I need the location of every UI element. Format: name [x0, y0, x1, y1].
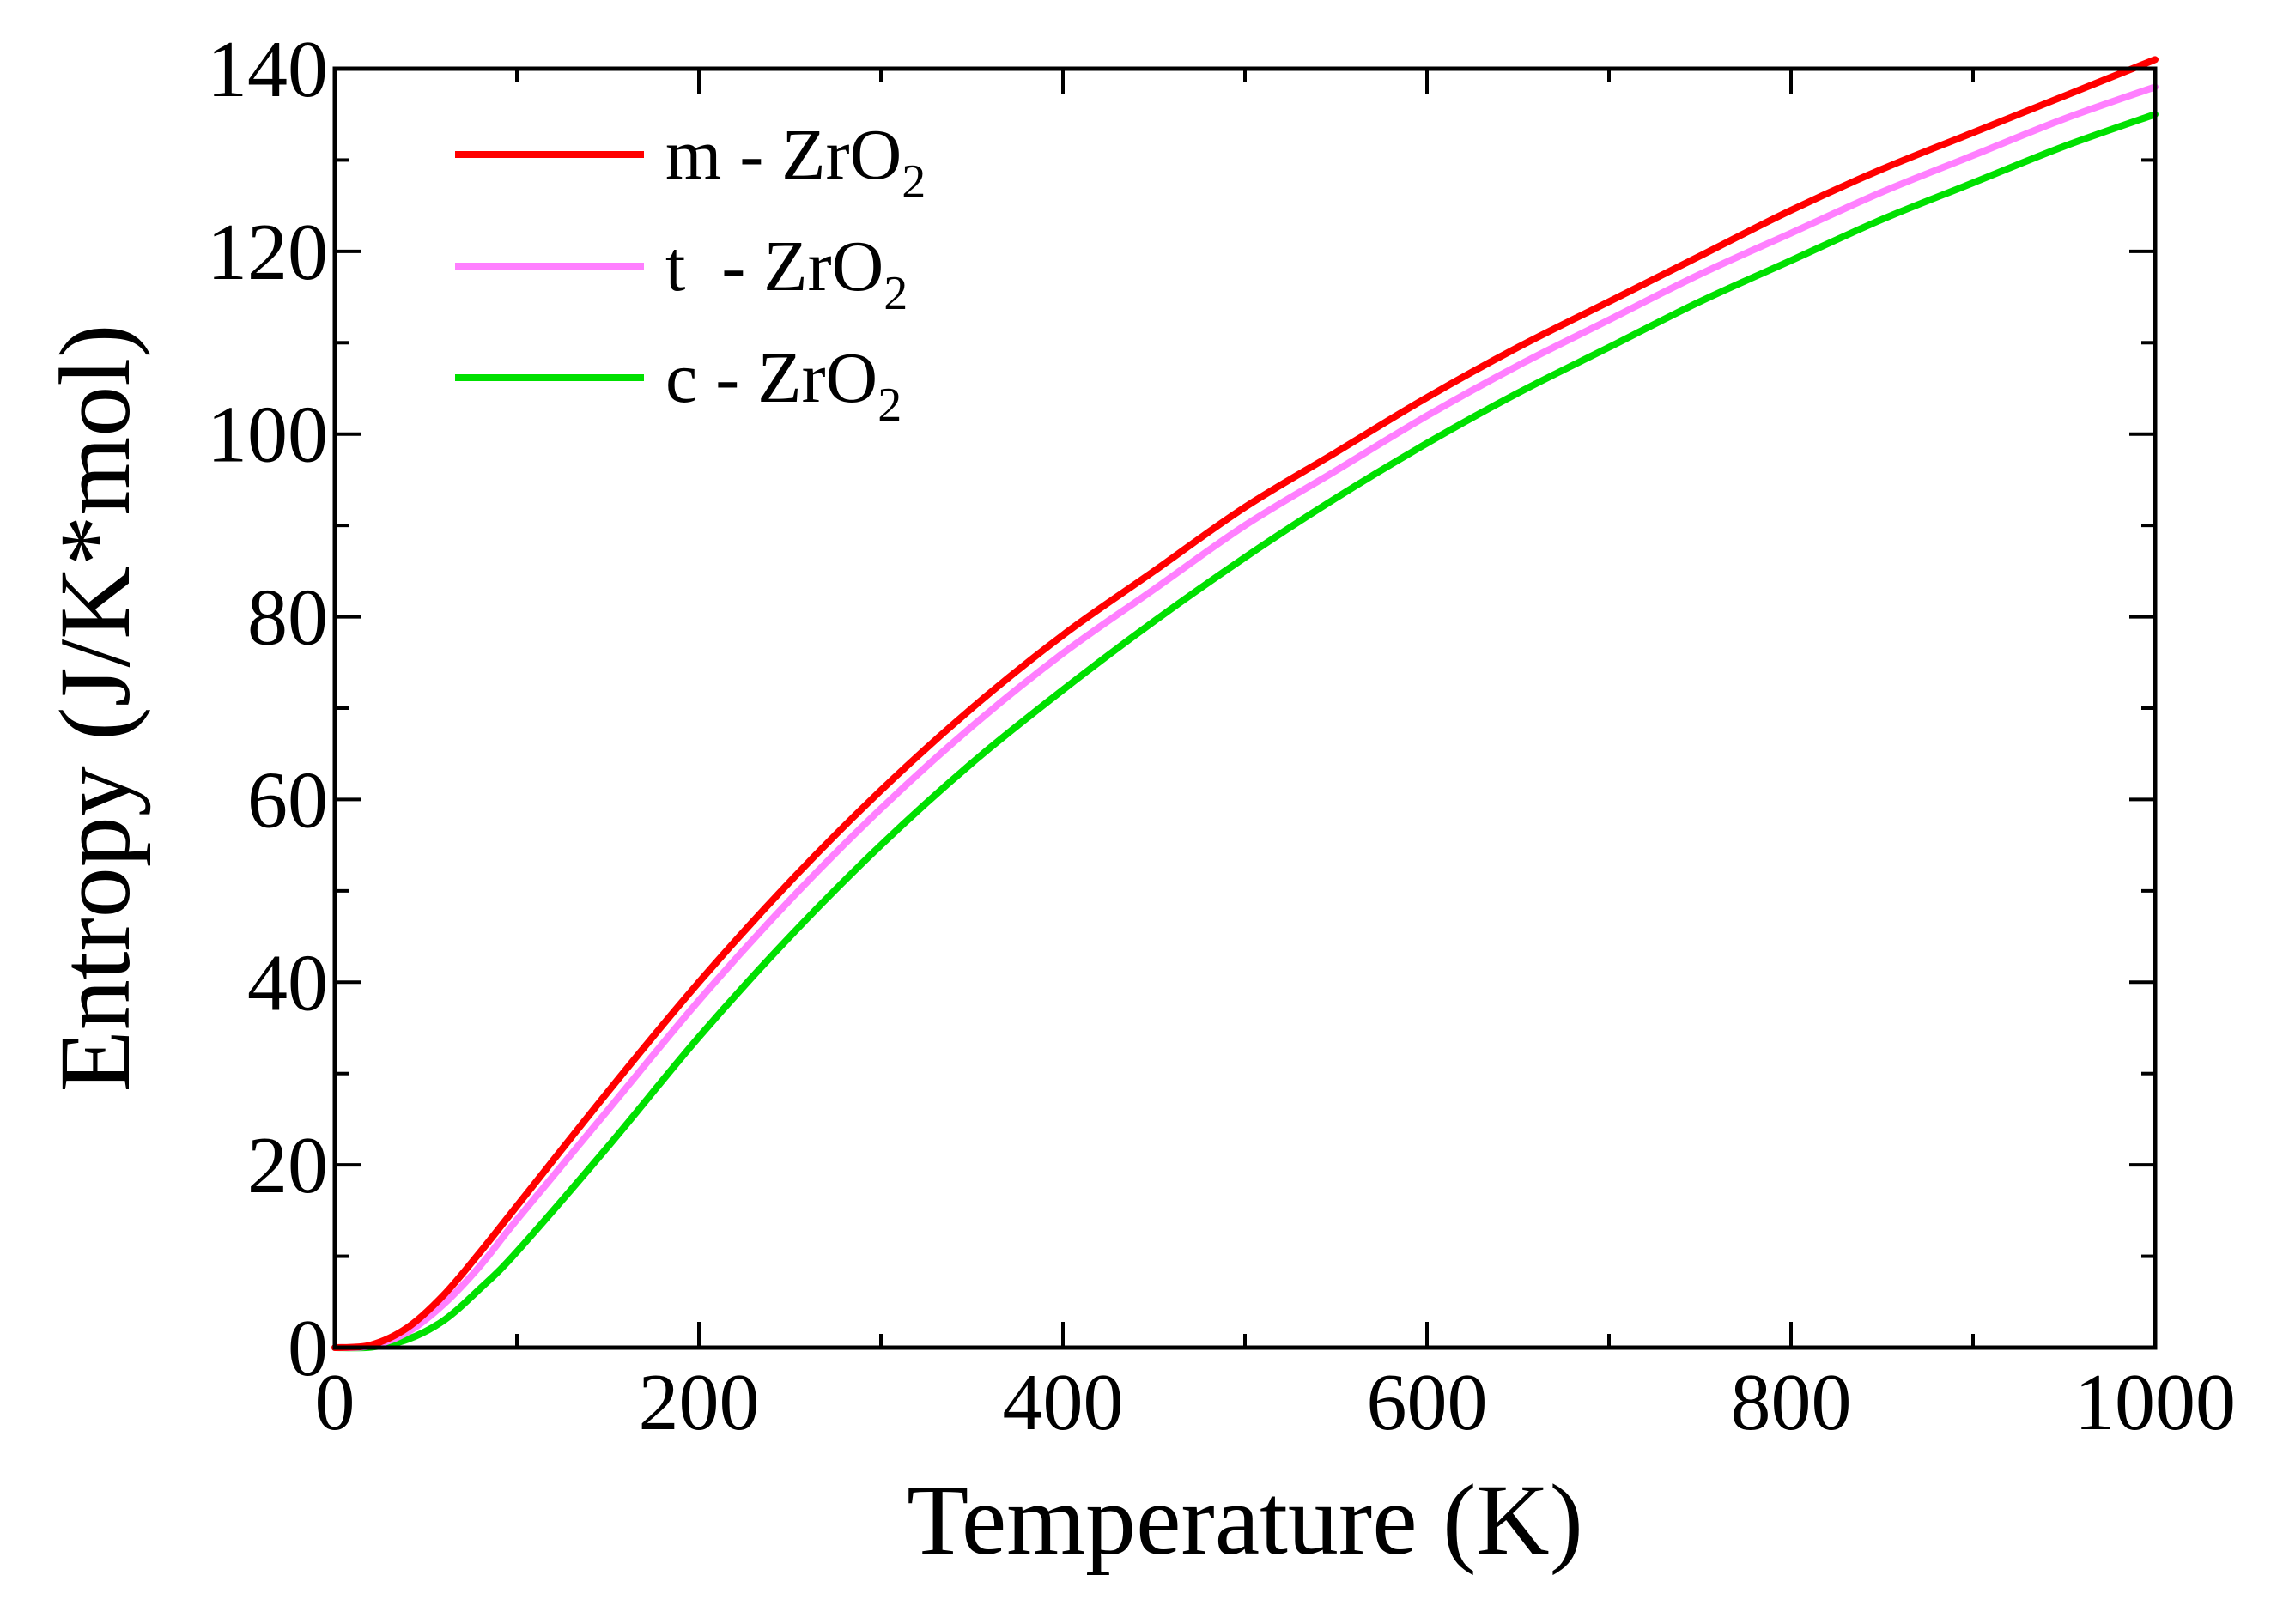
y-axis-title: Entropy (J/K*mol) — [39, 324, 151, 1093]
legend-label: m - ZrO2 — [665, 115, 926, 209]
y-tick-label: 100 — [207, 391, 328, 480]
plot-frame — [332, 66, 2158, 1350]
x-tick-label: 1000 — [2074, 1358, 2236, 1447]
legend-label: c - ZrO2 — [665, 338, 902, 432]
series-line-t — [331, 83, 2159, 1351]
x-tick-label: 0 — [315, 1358, 355, 1447]
legend-label: t - ZrO2 — [665, 227, 908, 320]
legend-label-subscript: 2 — [877, 379, 902, 432]
y-tick-label: 20 — [247, 1121, 328, 1210]
y-tick-label: 60 — [247, 755, 328, 845]
y-tick-label: 80 — [247, 573, 328, 663]
series-line-m — [331, 56, 2159, 1351]
x-tick-label: 600 — [1367, 1358, 1488, 1447]
y-tick-label: 40 — [247, 938, 328, 1027]
legend-label-subscript: 2 — [902, 155, 926, 209]
x-tick-label: 800 — [1731, 1358, 1852, 1447]
y-tick-label: 120 — [207, 208, 328, 297]
x-tick-label: 400 — [1003, 1358, 1124, 1447]
legend-label-subscript: 2 — [883, 267, 908, 320]
x-tick-label: 200 — [639, 1358, 760, 1447]
legend-label-text: t - ZrO — [665, 227, 883, 306]
ticks-group — [333, 67, 2157, 1349]
x-axis-title: Temperature (K) — [907, 1463, 1583, 1576]
y-tick-label: 0 — [288, 1304, 328, 1393]
legend-label-text: m - ZrO — [665, 115, 902, 195]
legend-label-text: c - ZrO — [665, 338, 877, 418]
y-tick-label: 140 — [207, 25, 328, 114]
series-line-c — [331, 111, 2159, 1352]
series-group — [331, 56, 2159, 1352]
labels-group: 0 200 400 600 800 1000 0 20 40 60 80 100 120 140 — [207, 25, 2236, 1447]
